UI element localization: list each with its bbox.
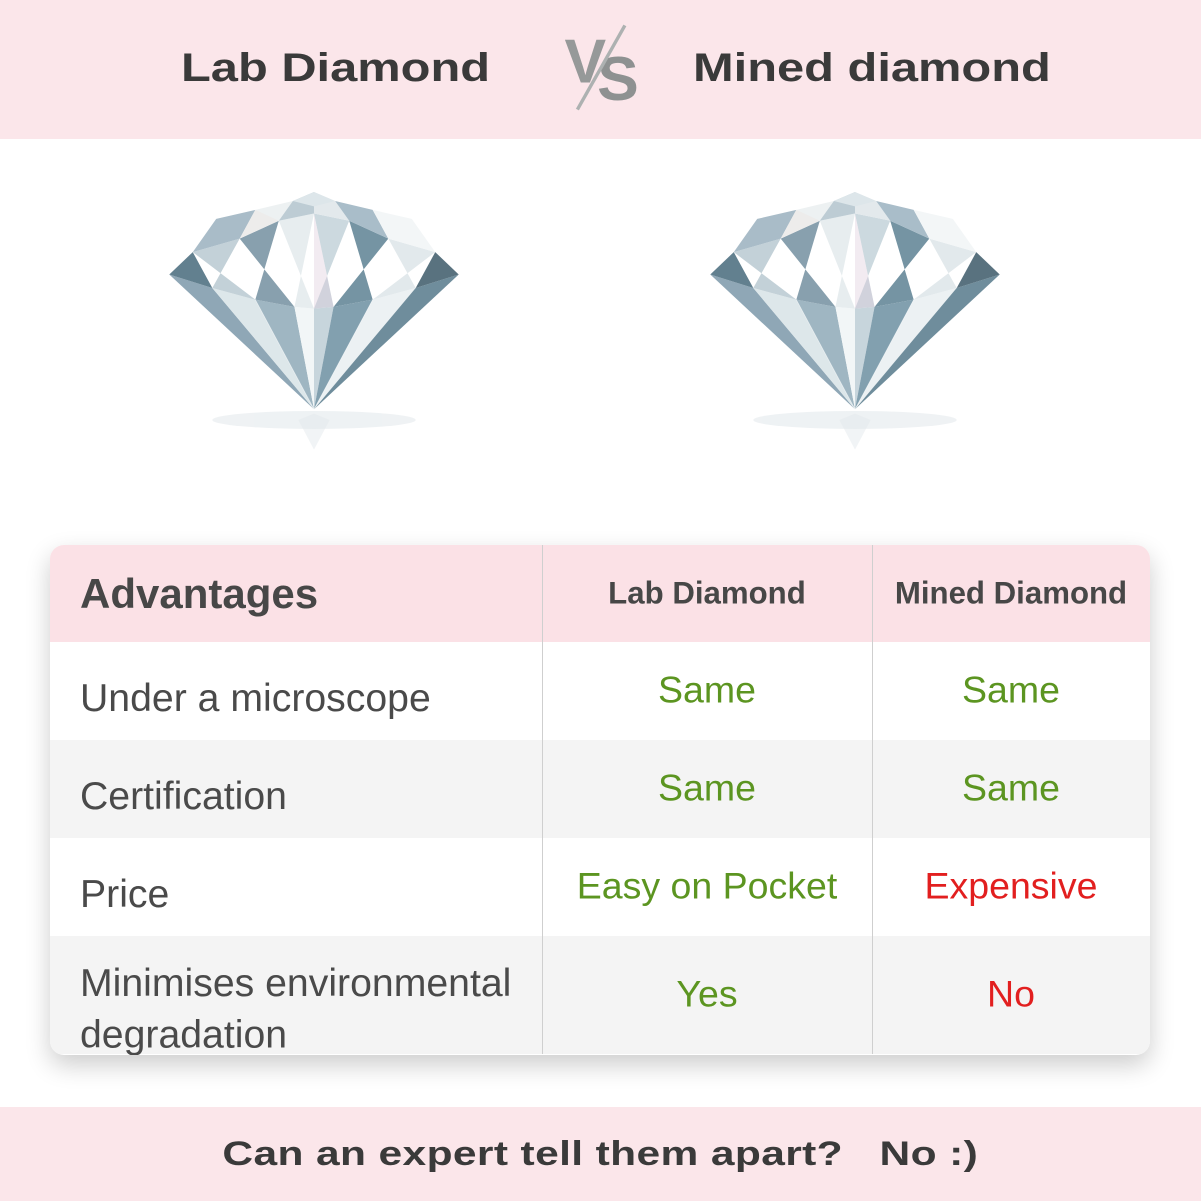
svg-text:S: S xyxy=(597,44,639,114)
